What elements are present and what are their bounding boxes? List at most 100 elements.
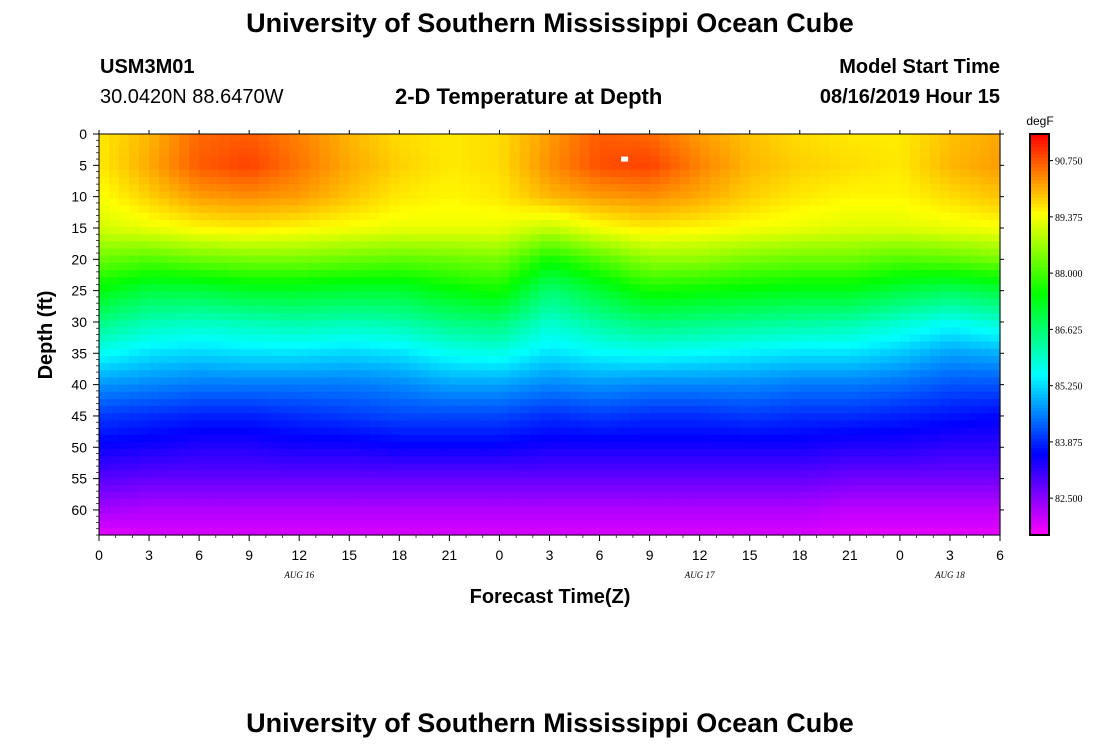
heatmap-cell <box>109 262 120 271</box>
heatmap-cell <box>399 398 410 407</box>
heatmap-cell <box>449 191 460 200</box>
heatmap-cell <box>209 413 220 422</box>
heatmap-cell <box>409 456 420 464</box>
heatmap-cell <box>979 377 991 386</box>
heatmap-cell <box>599 406 611 414</box>
heatmap-cell <box>619 219 631 228</box>
heatmap-cell <box>479 327 491 336</box>
heatmap-cell <box>879 513 891 522</box>
heatmap-cell <box>519 298 531 307</box>
heatmap-cell <box>739 134 751 142</box>
heatmap-cell <box>649 262 661 271</box>
heatmap-cell <box>889 348 901 357</box>
heatmap-cell <box>939 420 951 429</box>
heatmap-cell <box>209 434 220 443</box>
heatmap-cell <box>389 477 400 486</box>
heatmap-cell <box>369 162 380 171</box>
heatmap-cell <box>639 227 651 235</box>
heatmap-cell <box>179 499 190 507</box>
heatmap-cell <box>619 420 631 429</box>
heatmap-cell <box>339 134 350 142</box>
heatmap-cell <box>779 520 791 529</box>
heatmap-cell <box>489 520 501 529</box>
heatmap-cell <box>969 219 981 228</box>
heatmap-cell <box>519 219 531 228</box>
heatmap-cell <box>669 176 681 185</box>
heatmap-cell <box>679 313 691 321</box>
heatmap-cell <box>719 456 731 464</box>
heatmap-cell <box>319 527 330 536</box>
heatmap-cell <box>899 248 911 257</box>
heatmap-cell <box>529 406 541 414</box>
heatmap-cell <box>409 427 420 436</box>
heatmap-cell <box>139 506 150 515</box>
heatmap-cell <box>829 348 841 357</box>
heatmap-cell <box>759 449 771 457</box>
heatmap-cell <box>699 191 711 200</box>
heatmap-cell <box>639 441 651 450</box>
heatmap-cell <box>819 219 831 228</box>
heatmap-cell <box>779 162 791 171</box>
heatmap-cell <box>99 148 110 157</box>
heatmap-cell <box>369 198 380 207</box>
heatmap-cell <box>489 492 501 500</box>
heatmap-cell <box>689 363 701 371</box>
heatmap-cell <box>289 341 300 350</box>
heatmap-cell <box>349 384 360 393</box>
heatmap-cell <box>429 363 440 371</box>
heatmap-cell <box>839 176 851 185</box>
heatmap-cell <box>479 506 491 515</box>
heatmap-cell <box>839 227 851 235</box>
heatmap-cell <box>299 212 310 221</box>
heatmap-cell <box>319 227 330 235</box>
heatmap-cell <box>519 499 531 507</box>
heatmap-cell <box>789 370 801 379</box>
heatmap-cell <box>119 513 130 522</box>
heatmap-cell <box>389 499 400 507</box>
heatmap-cell <box>639 191 651 200</box>
heatmap-cell <box>289 477 300 486</box>
heatmap-cell <box>559 234 571 243</box>
heatmap-cell <box>499 463 511 472</box>
heatmap-cell <box>259 284 270 293</box>
heatmap-cell <box>319 370 330 379</box>
heatmap-cell <box>249 320 260 328</box>
heatmap-cell <box>889 434 901 443</box>
heatmap-cell <box>189 391 200 400</box>
heatmap-cell <box>449 434 460 443</box>
heatmap-cell <box>349 470 360 479</box>
heatmap-cell <box>399 270 410 278</box>
heatmap-cell <box>239 184 250 192</box>
heatmap-cell <box>329 298 340 307</box>
heatmap-cell <box>939 441 951 450</box>
heatmap-cell <box>259 477 270 486</box>
heatmap-cell <box>309 284 320 293</box>
heatmap-cell <box>529 148 541 157</box>
heatmap-cell <box>249 298 260 307</box>
heatmap-cell <box>989 313 1001 321</box>
heatmap-cell <box>679 341 691 350</box>
heatmap-cell <box>899 463 911 472</box>
heatmap-cell <box>239 148 250 157</box>
heatmap-cell <box>299 513 310 522</box>
heatmap-cell <box>99 477 110 486</box>
heatmap-cell <box>429 492 440 500</box>
heatmap-cell <box>139 227 150 235</box>
heatmap-cell <box>779 248 791 257</box>
heatmap-cell <box>529 463 541 472</box>
heatmap-cell <box>619 341 631 350</box>
heatmap-cell <box>509 155 521 164</box>
heatmap-cell <box>879 155 891 164</box>
heatmap-cell <box>959 492 971 500</box>
heatmap-cell <box>599 463 611 472</box>
heatmap-cell <box>659 370 671 379</box>
heatmap-cell <box>559 384 571 393</box>
heatmap-cell <box>669 398 681 407</box>
heatmap-cell <box>569 141 581 149</box>
heatmap-cell <box>819 270 831 278</box>
heatmap-cell <box>859 391 871 400</box>
heatmap-cell <box>809 470 821 479</box>
heatmap-cell <box>339 298 350 307</box>
heatmap-cell <box>349 270 360 278</box>
heatmap-cell <box>709 398 721 407</box>
